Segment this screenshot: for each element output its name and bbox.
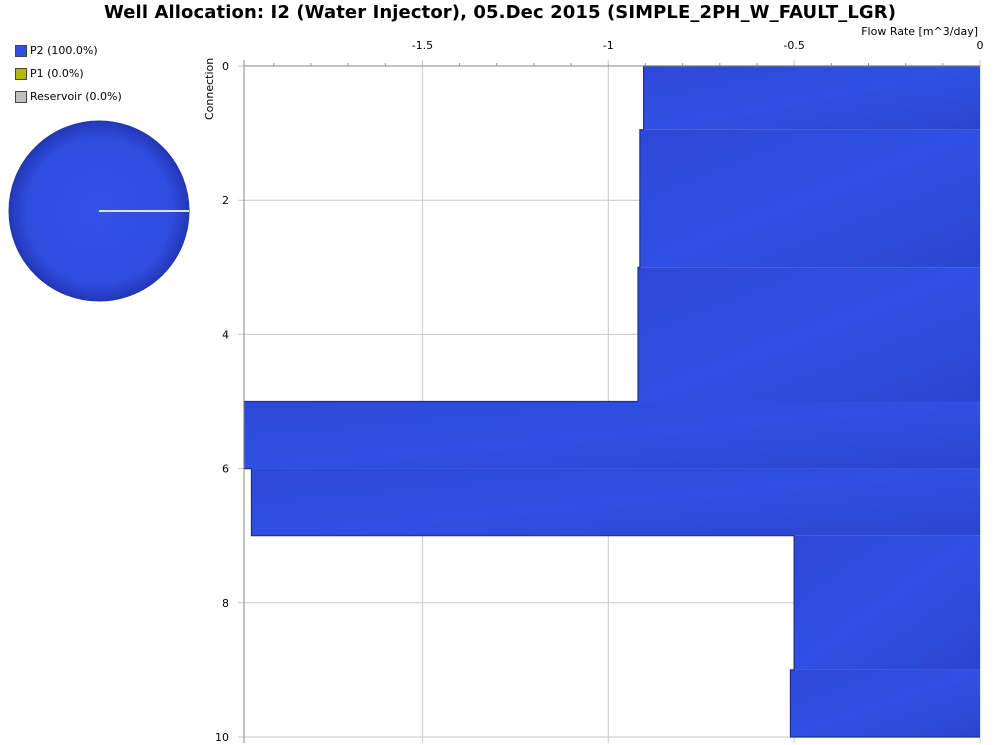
- x-axis-label: Flow Rate [m^3/day]: [861, 25, 978, 38]
- y-axis-label: Connection: [203, 58, 216, 120]
- legend-label-p1: P1 (0.0%): [30, 67, 84, 80]
- y-tick-label: 4: [222, 328, 229, 341]
- y-tick-label: 0: [222, 60, 229, 73]
- flow-bar-segment[interactable]: [638, 267, 980, 402]
- chart-title: Well Allocation: I2 (Water Injector), 05…: [103, 2, 897, 23]
- x-tick-label: -0.5: [783, 39, 804, 52]
- x-tick-label: 0: [977, 39, 984, 52]
- legend-item-p2[interactable]: P2 (100.0%): [15, 39, 122, 62]
- legend-swatch-p2: [15, 44, 27, 57]
- allocation-pie[interactable]: [8, 120, 194, 306]
- y-tick-label: 6: [222, 463, 229, 476]
- legend-label-reservoir: Reservoir (0.0%): [30, 90, 122, 103]
- flow-bar-segment[interactable]: [639, 129, 980, 268]
- y-tick-label: 8: [222, 597, 229, 610]
- y-tick-label: 2: [222, 194, 229, 207]
- legend-swatch-reservoir: [15, 90, 27, 103]
- y-tick-label: 10: [215, 731, 229, 744]
- legend: P2 (100.0%) P1 (0.0%) Reservoir (0.0%): [15, 39, 122, 108]
- legend-item-reservoir[interactable]: Reservoir (0.0%): [15, 85, 122, 108]
- flow-bar-segment[interactable]: [643, 66, 980, 130]
- x-tick-labels: -1.5 -1 -0.5 0: [412, 39, 984, 52]
- flow-bar-segment[interactable]: [251, 468, 981, 536]
- x-tick-label: -1: [603, 39, 614, 52]
- flow-bar-segment[interactable]: [244, 401, 980, 469]
- legend-item-p1[interactable]: P1 (0.0%): [15, 62, 122, 85]
- series-p2[interactable]: [243, 65, 981, 738]
- legend-swatch-p1: [15, 67, 27, 80]
- x-tick-label: -1.5: [412, 39, 433, 52]
- flow-bar-segment[interactable]: [794, 535, 980, 670]
- axes: [243, 60, 980, 743]
- y-tick-labels: 0 2 4 6 8 10: [215, 60, 229, 744]
- legend-label-p2: P2 (100.0%): [30, 44, 98, 57]
- flow-bar-segment[interactable]: [790, 669, 980, 737]
